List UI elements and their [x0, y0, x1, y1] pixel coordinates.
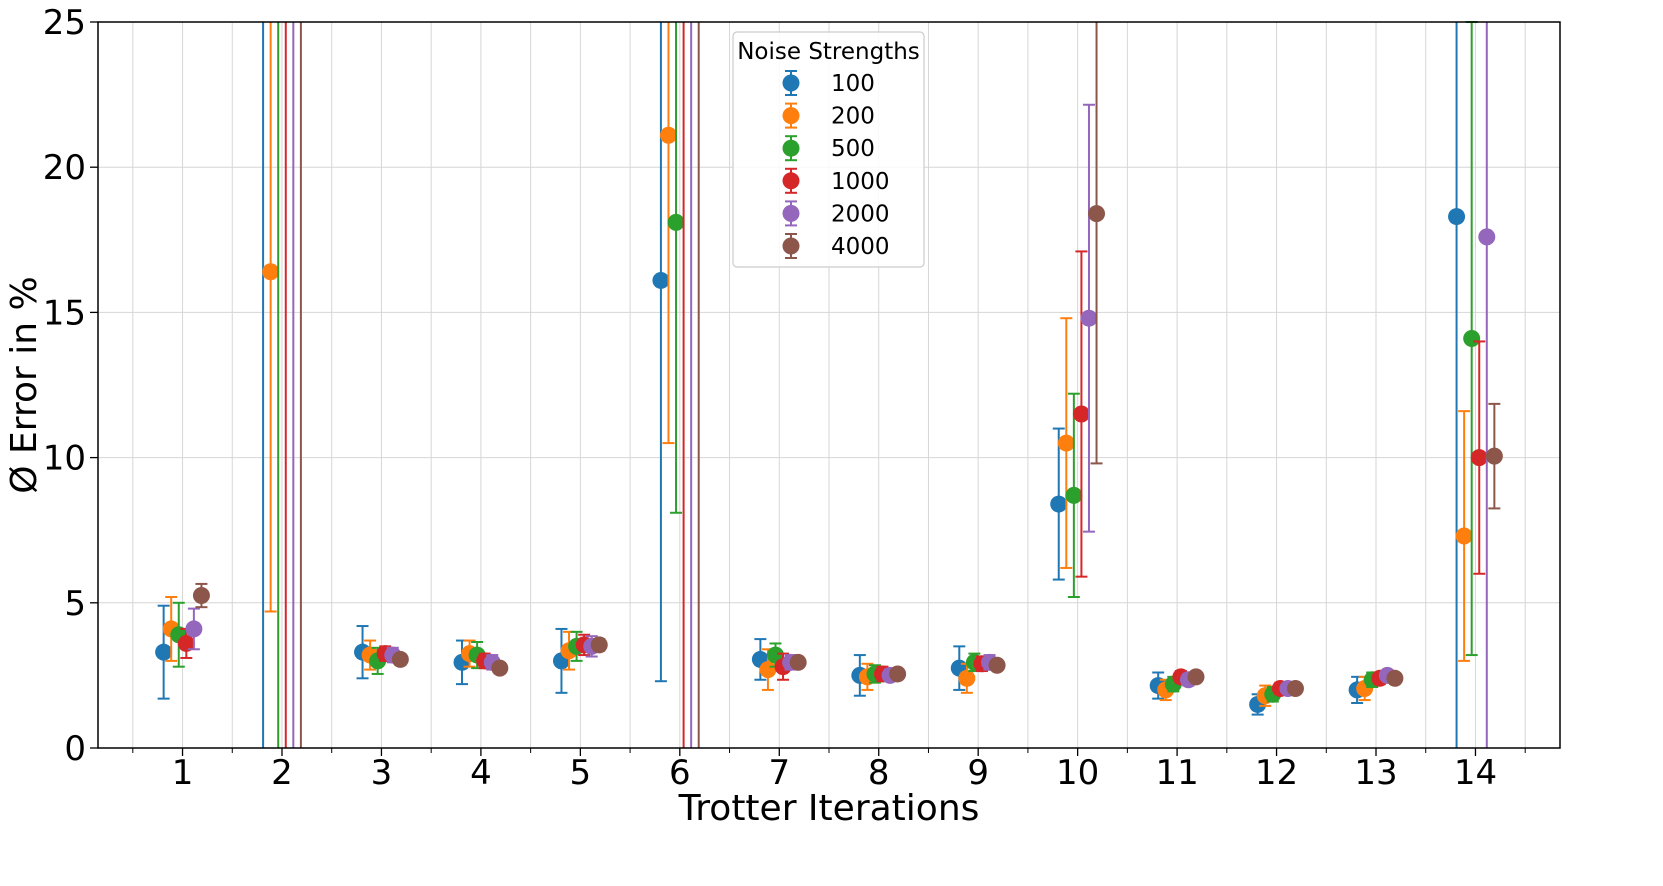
- data-point: [1080, 309, 1098, 327]
- legend-box: [732, 31, 925, 268]
- data-point: [1057, 434, 1075, 452]
- y-tick-label: 25: [43, 3, 86, 43]
- data-point: [652, 271, 670, 289]
- grid-lines: [98, 21, 1560, 749]
- data-point: [667, 213, 685, 231]
- data-point: [1478, 228, 1496, 246]
- data-point: [1485, 447, 1503, 465]
- x-tick-label: 8: [868, 753, 890, 793]
- y-tick-label: 10: [43, 439, 86, 479]
- x-tick-label: 9: [967, 753, 989, 793]
- data-point: [1448, 208, 1466, 226]
- x-tick-label: 14: [1454, 753, 1497, 793]
- legend-item-1000: 1000: [782, 167, 890, 195]
- x-tick-label: 6: [669, 753, 691, 793]
- data-point: [1386, 669, 1404, 687]
- data-point: [1463, 330, 1481, 348]
- x-tick-label: 4: [470, 753, 492, 793]
- data-point: [1072, 405, 1090, 423]
- data-point: [262, 263, 280, 281]
- legend-item-500: 500: [782, 135, 875, 162]
- legend-item-100: 100: [782, 70, 875, 97]
- x-tick-label: 7: [768, 753, 790, 793]
- x-axis-label: Trotter Iterations: [678, 788, 980, 829]
- y-tick-label: 15: [43, 293, 86, 333]
- legend-marker: [782, 107, 800, 125]
- data-point: [185, 620, 203, 638]
- y-tick-label: 5: [64, 584, 86, 624]
- legend-label: 200: [831, 104, 875, 130]
- legend-marker: [782, 237, 800, 255]
- data-point: [1050, 495, 1068, 513]
- legend-label: 100: [831, 71, 875, 97]
- series-points: [155, 21, 1503, 748]
- legend-marker: [782, 172, 800, 190]
- legend-label: 500: [831, 136, 875, 162]
- legend-item-2000: 2000: [782, 200, 890, 227]
- x-tick-label: 3: [371, 753, 393, 793]
- data-point: [491, 659, 509, 677]
- legend-label: 1000: [831, 169, 890, 195]
- data-point: [155, 643, 173, 661]
- data-point: [1455, 527, 1473, 545]
- data-point: [889, 665, 907, 683]
- data-point: [391, 650, 409, 668]
- data-point: [177, 634, 195, 652]
- data-point: [590, 636, 608, 654]
- data-point: [988, 656, 1006, 674]
- legend-label: 2000: [831, 201, 890, 227]
- x-tick-label: 10: [1056, 753, 1099, 793]
- x-tick-label: 13: [1354, 753, 1397, 793]
- x-tick-label: 5: [570, 753, 592, 793]
- legend-marker: [782, 204, 800, 222]
- data-point: [192, 587, 210, 605]
- data-point: [759, 661, 777, 679]
- x-tick-label: 2: [271, 753, 293, 793]
- legend-item-4000: 4000: [782, 233, 890, 260]
- data-point: [1187, 668, 1205, 686]
- data-point: [789, 653, 807, 671]
- legend-title: Noise Strengths: [737, 39, 920, 65]
- legend-marker: [782, 139, 800, 157]
- data-point: [1065, 486, 1083, 504]
- data-point: [1470, 449, 1488, 467]
- series-4000: [192, 22, 1503, 748]
- x-tick-label: 12: [1255, 753, 1298, 793]
- y-axis-label: Ø Error in %: [4, 276, 45, 493]
- data-point: [958, 669, 976, 687]
- legend-marker: [782, 74, 800, 92]
- legend: Noise Strengths 100 200 500 1000 2000 4000: [732, 31, 925, 268]
- legend-label: 4000: [831, 234, 890, 260]
- data-point: [1286, 679, 1304, 697]
- y-tick-label: 0: [64, 729, 86, 769]
- x-tick-label: 11: [1155, 753, 1198, 793]
- legend-item-200: 200: [782, 102, 875, 130]
- data-point: [659, 126, 677, 144]
- y-tick-label: 20: [43, 148, 86, 188]
- x-tick-label: 1: [172, 753, 194, 793]
- data-point: [1088, 205, 1106, 223]
